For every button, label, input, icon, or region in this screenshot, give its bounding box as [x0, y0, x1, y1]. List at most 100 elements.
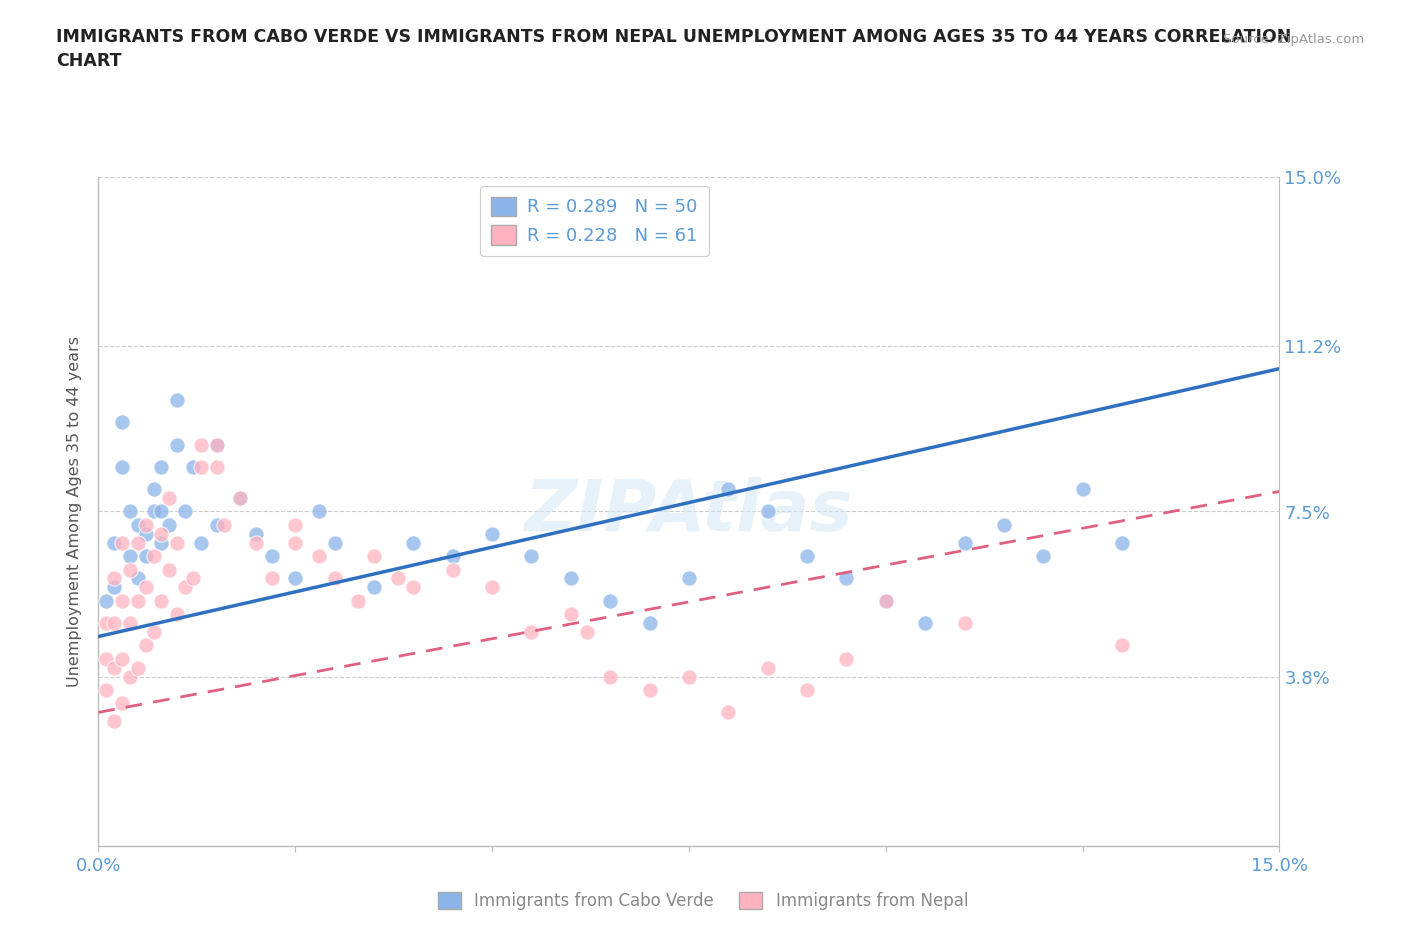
Point [678, 670, 700, 684]
Point [284, 536, 307, 551]
Point [1032, 549, 1054, 564]
Point [127, 660, 149, 675]
Legend: Immigrants from Cabo Verde, Immigrants from Nepal: Immigrants from Cabo Verde, Immigrants f… [432, 885, 974, 917]
Point [205, 459, 228, 474]
Point [441, 549, 464, 564]
Point [481, 526, 503, 541]
Point [135, 638, 157, 653]
Point [260, 571, 283, 586]
Point [96, 616, 118, 631]
Point [111, 696, 134, 711]
Point [166, 437, 188, 452]
Point [520, 625, 543, 640]
Point [111, 459, 134, 474]
Point [796, 549, 818, 564]
Point [150, 536, 173, 551]
Point [229, 491, 252, 506]
Point [142, 625, 165, 640]
Point [157, 491, 180, 506]
Point [150, 593, 173, 608]
Point [678, 571, 700, 586]
Point [323, 571, 346, 586]
Point [190, 459, 212, 474]
Point [402, 536, 425, 551]
Point [205, 517, 228, 532]
Point [560, 571, 582, 586]
Point [157, 517, 180, 532]
Point [150, 504, 173, 519]
Point [363, 580, 385, 595]
Point [323, 536, 346, 551]
Legend: R = 0.289   N = 50, R = 0.228   N = 61: R = 0.289 N = 50, R = 0.228 N = 61 [481, 186, 709, 256]
Point [135, 580, 157, 595]
Point [127, 517, 149, 532]
Point [347, 593, 370, 608]
Point [150, 526, 173, 541]
Point [402, 580, 425, 595]
Point [118, 504, 141, 519]
Point [441, 562, 464, 577]
Point [96, 593, 118, 608]
Point [875, 593, 897, 608]
Point [111, 536, 134, 551]
Point [599, 670, 621, 684]
Point [363, 549, 385, 564]
Point [756, 660, 779, 675]
Point [1111, 536, 1133, 551]
Point [835, 651, 858, 666]
Point [118, 616, 141, 631]
Point [717, 482, 740, 497]
Text: IMMIGRANTS FROM CABO VERDE VS IMMIGRANTS FROM NEPAL UNEMPLOYMENT AMONG AGES 35 T: IMMIGRANTS FROM CABO VERDE VS IMMIGRANTS… [56, 28, 1292, 70]
Point [190, 437, 212, 452]
Point [103, 660, 125, 675]
Point [103, 571, 125, 586]
Point [157, 562, 180, 577]
Point [993, 517, 1015, 532]
Point [103, 580, 125, 595]
Point [111, 593, 134, 608]
Point [142, 504, 165, 519]
Point [142, 482, 165, 497]
Point [96, 683, 118, 698]
Point [520, 549, 543, 564]
Point [166, 536, 188, 551]
Point [575, 625, 598, 640]
Point [599, 593, 621, 608]
Point [142, 549, 165, 564]
Point [756, 504, 779, 519]
Point [914, 616, 936, 631]
Point [717, 705, 740, 720]
Point [953, 616, 976, 631]
Point [284, 571, 307, 586]
Point [260, 549, 283, 564]
Point [166, 392, 188, 407]
Point [1071, 482, 1094, 497]
Text: ZIPAtlas: ZIPAtlas [524, 477, 853, 546]
Point [205, 437, 228, 452]
Point [181, 571, 204, 586]
Point [127, 593, 149, 608]
Point [245, 536, 267, 551]
Point [796, 683, 818, 698]
Point [214, 517, 236, 532]
Point [174, 580, 197, 595]
Text: Source: ZipAtlas.com: Source: ZipAtlas.com [1223, 33, 1364, 46]
Point [111, 415, 134, 430]
Point [181, 459, 204, 474]
Point [150, 459, 173, 474]
Point [96, 651, 118, 666]
Point [638, 616, 661, 631]
Point [111, 651, 134, 666]
Point [875, 593, 897, 608]
Point [835, 571, 858, 586]
Point [284, 517, 307, 532]
Point [135, 526, 157, 541]
Point [190, 536, 212, 551]
Point [127, 536, 149, 551]
Point [245, 526, 267, 541]
Point [135, 549, 157, 564]
Point [127, 571, 149, 586]
Point [118, 670, 141, 684]
Point [229, 491, 252, 506]
Point [560, 606, 582, 621]
